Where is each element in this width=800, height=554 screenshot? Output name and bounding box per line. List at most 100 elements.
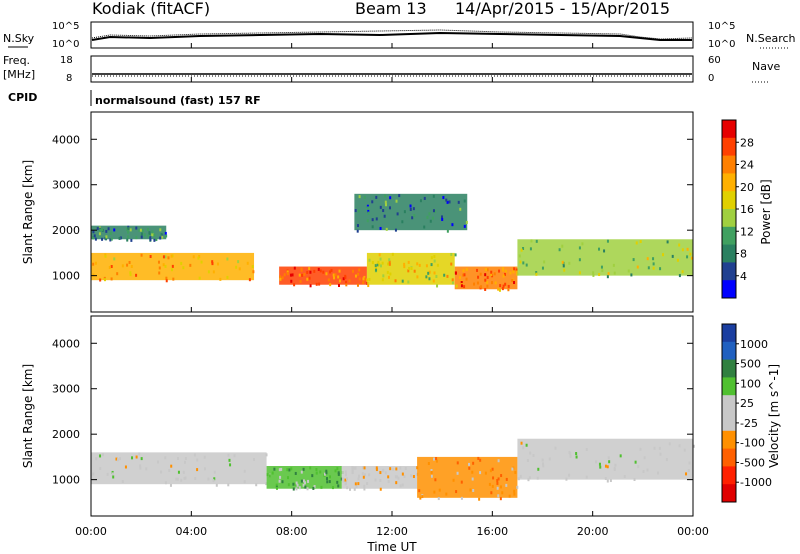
scatter-pixel [472, 461, 475, 465]
scatter-pixel [636, 265, 639, 269]
scatter-pixel [374, 267, 377, 271]
scatter-pixel [463, 273, 466, 277]
scatter-pixel [127, 235, 130, 239]
scatter-pixel [497, 494, 500, 498]
scatter-pixel [459, 276, 462, 280]
scatter-pixel [368, 277, 371, 281]
scatter-pixel [585, 448, 588, 452]
scatter-pixel [172, 277, 175, 281]
scatter-pixel [344, 276, 347, 280]
scatter-pixel [385, 227, 388, 231]
scatter-pixel [497, 477, 500, 481]
scatter-pixel [213, 470, 216, 474]
colorbar-swatch [722, 484, 736, 503]
scatter-pixel [468, 462, 471, 466]
scatter-pixel [639, 240, 642, 244]
scatter-pixel [498, 269, 501, 273]
scatter-pixel [431, 216, 434, 220]
scatter-pixel [298, 273, 301, 277]
scatter-pixel [308, 276, 311, 280]
scatter-pixel [428, 270, 431, 274]
scatter-pixel [329, 283, 332, 287]
scatter-pixel [528, 476, 531, 480]
power-y-axis-label: Slant Range [km] [21, 160, 35, 264]
x-axis-label: Time UT [366, 540, 417, 554]
scatter-pixel [296, 483, 299, 487]
scatter-pixel [143, 233, 146, 237]
scatter-pixel [541, 266, 544, 270]
scatter-pixel [352, 269, 355, 273]
scatter-pixel [253, 457, 256, 461]
scatter-pixel [357, 209, 360, 213]
scatter-pixel [345, 283, 348, 287]
scatter-pixel [471, 470, 474, 474]
scatter-pixel [138, 228, 141, 232]
scatter-pixel [302, 483, 305, 487]
scatter-pixel [606, 239, 609, 243]
scatter-pixel [606, 479, 609, 483]
scatter-pixel [353, 466, 356, 470]
scatter-pixel [522, 261, 525, 265]
scatter-pixel [419, 199, 422, 203]
scatter-pixel [435, 274, 438, 278]
freq-tick-bottom: 8 [66, 73, 72, 84]
scatter-pixel [164, 456, 167, 460]
scatter-pixel [379, 257, 382, 261]
scatter-pixel [157, 260, 160, 264]
scatter-pixel [291, 273, 294, 277]
scatter-pixel [329, 270, 332, 274]
scatter-pixel [462, 273, 465, 277]
scatter-pixel [399, 484, 402, 488]
scatter-pixel [532, 453, 535, 457]
scatter-pixel [306, 487, 309, 491]
scatter-pixel [99, 228, 102, 232]
scatter-pixel [659, 452, 662, 456]
scatter-pixel [299, 279, 302, 283]
scatter-pixel [113, 257, 116, 261]
scatter-pixel [293, 266, 296, 270]
scatter-pixel [525, 263, 528, 267]
scatter-pixel [619, 454, 622, 458]
scatter-pixel [338, 269, 341, 273]
scatter-pixel [295, 481, 298, 485]
colorbar-tick-label: 25 [740, 397, 754, 410]
scatter-pixel [502, 268, 505, 272]
scatter-pixel [351, 470, 354, 474]
freq-unit: [MHz] [3, 68, 35, 81]
scatter-pixel [658, 446, 661, 450]
scatter-pixel [217, 262, 220, 266]
scatter-pixel [501, 287, 504, 291]
scatter-pixel [315, 282, 318, 286]
scatter-pixel [162, 255, 165, 259]
scatter-pixel [429, 219, 432, 223]
scatter-pixel [463, 199, 466, 203]
scatter-pixel [613, 468, 616, 472]
scatter-pixel [363, 473, 366, 477]
scatter-pixel [243, 480, 246, 484]
scatter-pixel [395, 481, 398, 485]
scatter-pixel [446, 229, 449, 233]
scatter-pixel [371, 218, 374, 222]
scatter-band [517, 438, 693, 480]
colorbar-frame [721, 323, 737, 503]
scatter-pixel [394, 475, 397, 479]
scatter-pixel [568, 450, 571, 454]
scatter-pixel [581, 242, 584, 246]
scatter-pixel [401, 279, 404, 283]
scatter-pixel [479, 458, 482, 462]
scatter-pixel [337, 472, 340, 476]
scatter-pixel [182, 266, 185, 270]
scatter-pixel [585, 475, 588, 479]
scatter-pixel [371, 200, 374, 204]
nsky-label: N.Sky [3, 32, 35, 45]
y-tick-label: 3000 [52, 383, 80, 396]
scatter-pixel [139, 466, 142, 470]
scatter-pixel [303, 272, 306, 276]
scatter-pixel [197, 256, 200, 260]
scatter-pixel [514, 470, 517, 474]
scatter-pixel [184, 456, 187, 460]
scatter-pixel [147, 227, 150, 231]
scatter-pixel [368, 473, 371, 477]
velocity-plot [91, 438, 695, 501]
